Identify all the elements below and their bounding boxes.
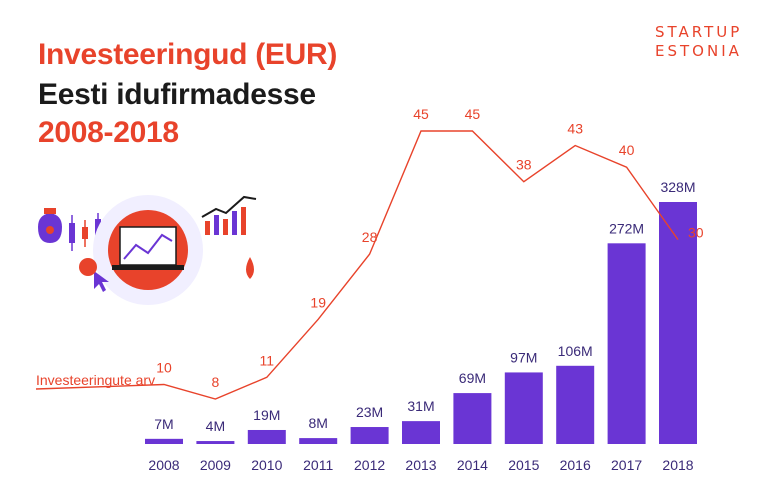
title-line-3: 2008-2018 [38, 116, 179, 149]
drop-coin-icon [246, 257, 254, 279]
bar-2018 [659, 202, 697, 444]
bar-label-2014: 69M [459, 370, 486, 386]
x-tick-2009: 2009 [200, 457, 231, 473]
bar-label-2013: 31M [407, 398, 434, 414]
bar-label-2009: 4M [206, 418, 225, 434]
x-tick-2008: 2008 [148, 457, 179, 473]
x-tick-2010: 2010 [251, 457, 282, 473]
x-tick-2015: 2015 [508, 457, 539, 473]
x-tick-2013: 2013 [405, 457, 436, 473]
cursor-icon [94, 271, 109, 292]
bar-2017 [607, 243, 646, 444]
x-tick-2014: 2014 [457, 457, 488, 473]
title-line-2: Eesti idufirmadesse [38, 78, 316, 111]
title-line-1: Investeeringud (EUR) [38, 38, 338, 71]
money-bag-icon [38, 208, 62, 243]
logo-line-1: STARTUP [655, 23, 743, 41]
bar-label-2012: 23M [356, 404, 383, 420]
line-series-label: Investeeringute arv [36, 372, 155, 388]
bar-label-2011: 8M [308, 415, 327, 431]
bar-2011 [299, 438, 338, 444]
bar-2009 [196, 441, 235, 444]
x-tick-2016: 2016 [560, 457, 591, 473]
bar-2015 [504, 372, 543, 444]
bar-label-2015: 97M [510, 349, 537, 365]
line-label-2008: 10 [156, 360, 172, 376]
x-tick-2017: 2017 [611, 457, 642, 473]
line-label-2011: 19 [310, 294, 326, 310]
bar-series [145, 202, 697, 444]
laptop-chart-icon [93, 195, 203, 305]
deal-count-labels: 10 8 11 19 28 45 45 38 43 40 30 [156, 106, 704, 390]
bar-2014 [453, 393, 492, 444]
bar-label-2010: 19M [253, 407, 280, 423]
x-tick-2011: 2011 [303, 457, 333, 473]
bar-label-2008: 7M [154, 416, 173, 432]
line-label-2017: 40 [619, 142, 635, 158]
bar-value-labels: 7M 4M 19M 8M 23M 31M 69M 97M 106M 272M 328M [154, 179, 695, 434]
line-label-2009: 8 [212, 374, 220, 390]
bar-label-2017: 272M [609, 220, 644, 236]
bar-label-2016: 106M [558, 343, 593, 359]
line-label-2010: 11 [260, 352, 275, 368]
bar-growth-chart-icon [201, 195, 257, 235]
line-label-2014: 45 [465, 106, 481, 122]
bar-2012 [350, 427, 389, 444]
logo-line-2: ESTONIA [655, 42, 742, 60]
coin-icon [79, 258, 97, 276]
bar-2013 [402, 421, 440, 444]
x-tick-2018: 2018 [662, 457, 693, 473]
startup-estonia-logo: STARTUP ESTONIA [655, 23, 742, 61]
deal-count-line [35, 130, 679, 400]
line-label-2016: 43 [567, 120, 583, 136]
bar-2008 [145, 438, 183, 444]
line-label-2012: 28 [362, 229, 378, 245]
bar-2010 [247, 429, 286, 444]
x-tick-2012: 2012 [354, 457, 385, 473]
line-label-2018: 30 [688, 225, 704, 241]
bar-label-2018: 328M [660, 179, 695, 195]
line-label-2013: 45 [413, 106, 429, 122]
x-axis-tick-labels: 2008 2009 2010 2011 2012 2013 2014 2015 2016 2017… [148, 457, 693, 473]
finance-illustration [38, 195, 257, 305]
line-label-2015: 38 [516, 157, 532, 173]
bar-2016 [556, 365, 595, 444]
